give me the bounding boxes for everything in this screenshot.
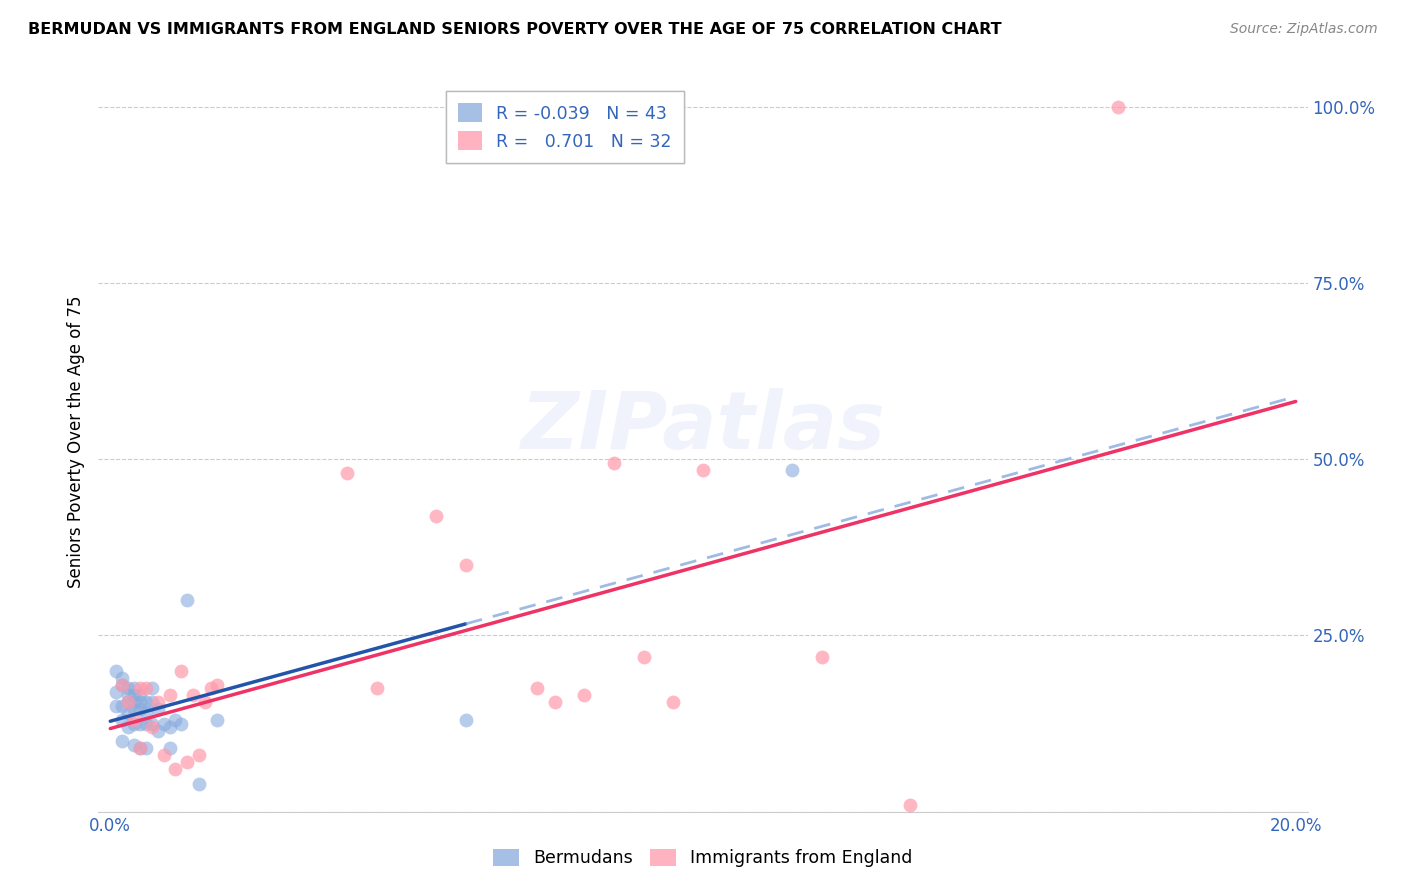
Point — [122, 695, 145, 709]
Point — [117, 695, 139, 709]
Point — [205, 678, 228, 692]
Legend: Bermudans, Immigrants from England: Bermudans, Immigrants from England — [486, 842, 920, 874]
Point — [188, 776, 211, 790]
Point — [135, 741, 157, 756]
Point — [200, 681, 222, 696]
Point — [165, 763, 187, 777]
Point — [194, 695, 217, 709]
Point — [170, 664, 193, 678]
Point — [117, 706, 139, 720]
Point — [122, 713, 145, 727]
Point — [129, 702, 152, 716]
Point — [810, 649, 832, 664]
Text: Source: ZipAtlas.com: Source: ZipAtlas.com — [1230, 22, 1378, 37]
Point — [105, 698, 128, 713]
Point — [111, 678, 134, 692]
Point — [141, 720, 163, 734]
Point — [105, 664, 128, 678]
Point — [205, 713, 228, 727]
Point — [111, 678, 134, 692]
Legend: R = -0.039   N = 43, R =   0.701   N = 32: R = -0.039 N = 43, R = 0.701 N = 32 — [446, 91, 683, 162]
Point — [146, 723, 169, 738]
Point — [129, 681, 152, 696]
Point — [135, 706, 157, 720]
Point — [454, 558, 477, 572]
Point — [117, 720, 139, 734]
Point — [135, 716, 157, 731]
Y-axis label: Seniors Poverty Over the Age of 75: Seniors Poverty Over the Age of 75 — [67, 295, 86, 588]
Point — [1107, 100, 1129, 114]
Point — [129, 741, 152, 756]
Point — [111, 671, 134, 685]
Text: ZIPatlas: ZIPatlas — [520, 388, 886, 466]
Point — [366, 681, 388, 696]
Point — [181, 689, 204, 703]
Point — [146, 702, 169, 716]
Point — [141, 681, 163, 696]
Point — [135, 695, 157, 709]
Point — [900, 797, 922, 812]
Point — [336, 467, 359, 481]
Point — [152, 716, 174, 731]
Point — [692, 463, 714, 477]
Point — [122, 702, 145, 716]
Point — [111, 698, 134, 713]
Point — [117, 681, 139, 696]
Point — [526, 681, 548, 696]
Point — [129, 695, 152, 709]
Point — [117, 695, 139, 709]
Text: BERMUDAN VS IMMIGRANTS FROM ENGLAND SENIORS POVERTY OVER THE AGE OF 75 CORRELATI: BERMUDAN VS IMMIGRANTS FROM ENGLAND SENI… — [28, 22, 1001, 37]
Point — [122, 681, 145, 696]
Point — [129, 716, 152, 731]
Point — [129, 689, 152, 703]
Point — [170, 716, 193, 731]
Point — [188, 748, 211, 763]
Point — [159, 720, 181, 734]
Point — [117, 689, 139, 703]
Point — [105, 685, 128, 699]
Point — [111, 734, 134, 748]
Point — [122, 738, 145, 752]
Point — [662, 695, 685, 709]
Point — [122, 689, 145, 703]
Point — [152, 748, 174, 763]
Point — [454, 713, 477, 727]
Point — [135, 681, 157, 696]
Point — [141, 716, 163, 731]
Point — [780, 463, 803, 477]
Point — [603, 456, 626, 470]
Point — [122, 716, 145, 731]
Point — [633, 649, 655, 664]
Point — [141, 695, 163, 709]
Point — [165, 713, 187, 727]
Point — [425, 508, 447, 523]
Point — [111, 713, 134, 727]
Point — [176, 756, 198, 770]
Point — [574, 689, 596, 703]
Point — [159, 741, 181, 756]
Point — [129, 741, 152, 756]
Point — [146, 695, 169, 709]
Point — [544, 695, 567, 709]
Point — [159, 689, 181, 703]
Point — [176, 593, 198, 607]
